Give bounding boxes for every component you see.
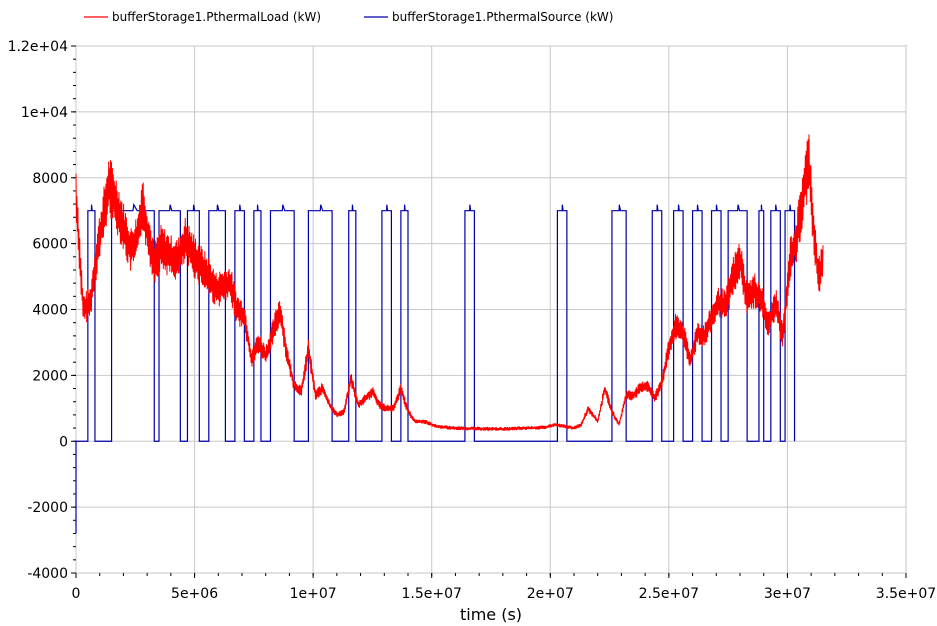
y-tick-label: 8000	[32, 171, 68, 187]
x-tick-label: 2.5e+07	[639, 586, 699, 602]
y-tick-label: 1e+04	[21, 105, 68, 121]
x-tick-label: 1.5e+07	[401, 586, 461, 602]
x-tick-label: 1e+07	[290, 586, 337, 602]
x-axis: 0 5e+06 1e+07 1.5e+07 2e+07 2.5e+07 3e+07 3.5e+…	[72, 573, 936, 602]
y-tick-label: 0	[59, 434, 68, 450]
x-tick-label: 3e+07	[764, 586, 811, 602]
x-tick-label: 3.5e+07	[876, 586, 936, 602]
y-tick-label: -2000	[27, 500, 68, 516]
series-line-pthermal-source	[75, 202, 796, 534]
x-axis-label: time (s)	[460, 605, 522, 624]
y-axis: -4000 -2000 0 2000 4000 6000 8000 1e+04 1.2e+04	[8, 39, 76, 582]
legend-entry: bufferStorage1.PthermalLoad (kW)	[112, 10, 321, 24]
grid	[75, 45, 907, 574]
y-tick-label: 1.2e+04	[8, 39, 69, 55]
y-tick-label: -4000	[27, 566, 68, 582]
legend-entry: bufferStorage1.PthermalSource (kW)	[392, 10, 613, 24]
x-tick-label: 0	[72, 586, 81, 602]
y-tick-label: 6000	[32, 237, 68, 253]
x-tick-label: 2e+07	[527, 586, 574, 602]
y-tick-label: 4000	[32, 303, 68, 319]
series-line-pthermal-load	[75, 134, 824, 431]
legend: bufferStorage1.PthermalLoad (kW) bufferSt…	[84, 10, 613, 24]
y-tick-label: 2000	[32, 368, 68, 384]
x-tick-label: 5e+06	[171, 586, 218, 602]
series-layer	[75, 134, 824, 534]
